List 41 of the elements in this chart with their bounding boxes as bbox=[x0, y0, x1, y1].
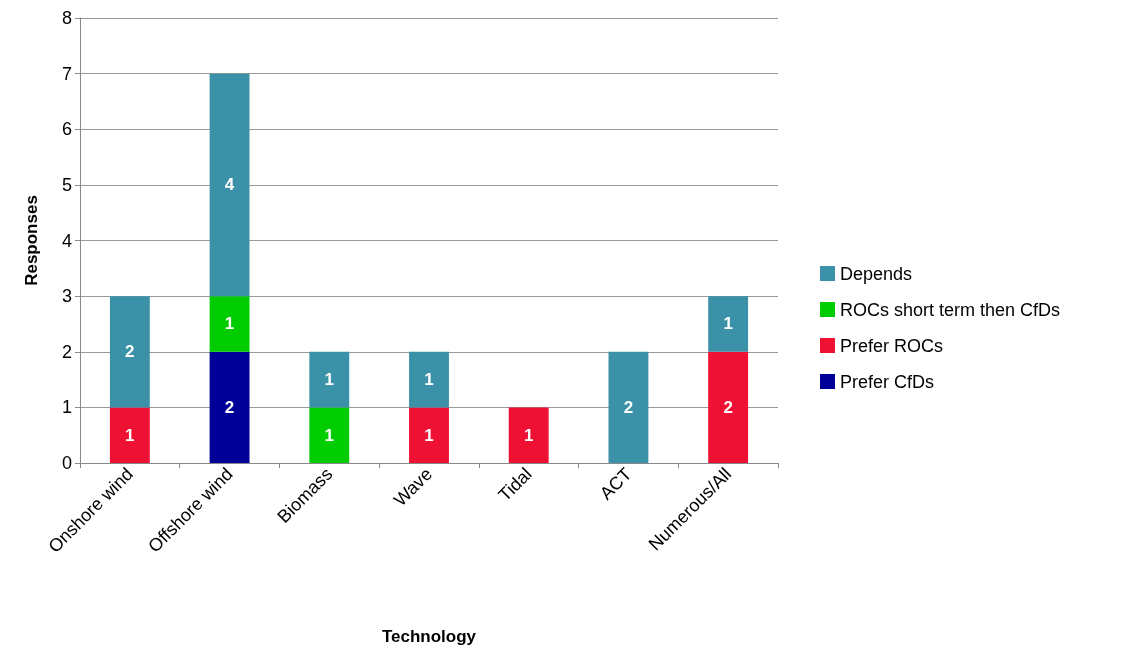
legend-label: ROCs short term then CfDs bbox=[840, 299, 1061, 320]
data-label: 1 bbox=[424, 370, 434, 390]
y-tick-label: 2 bbox=[61, 341, 72, 362]
bar bbox=[209, 351, 250, 463]
y-tick-label: 7 bbox=[61, 63, 72, 84]
bar bbox=[309, 407, 350, 463]
y-tick-label: 0 bbox=[61, 453, 72, 473]
data-label: 1 bbox=[224, 314, 235, 334]
y-axis-title: Responses bbox=[22, 195, 41, 286]
data-label: 1 bbox=[523, 425, 534, 445]
bar bbox=[708, 351, 749, 463]
bar bbox=[608, 351, 649, 463]
bar bbox=[109, 407, 150, 463]
data-label: 1 bbox=[424, 425, 434, 445]
legend-label: Prefer ROCs bbox=[840, 335, 944, 356]
data-label: 2 bbox=[723, 397, 733, 417]
data-label: 2 bbox=[125, 342, 135, 362]
bar bbox=[309, 351, 350, 408]
data-label: 1 bbox=[723, 314, 733, 334]
data-label: 1 bbox=[125, 425, 135, 445]
bar bbox=[508, 407, 549, 463]
y-tick-label: 3 bbox=[61, 286, 72, 307]
bar bbox=[409, 351, 449, 408]
y-tick-label: 8 bbox=[61, 8, 72, 28]
y-tick-label: 4 bbox=[61, 230, 72, 251]
legend-label: Depends bbox=[840, 263, 913, 284]
bar bbox=[708, 296, 749, 352]
y-tick-label: 1 bbox=[61, 397, 72, 418]
data-label: 2 bbox=[623, 397, 634, 417]
legend-label: Prefer CfDs bbox=[840, 371, 935, 392]
data-label: 2 bbox=[224, 397, 235, 417]
data-label: 1 bbox=[324, 370, 335, 390]
data-label: 1 bbox=[324, 425, 335, 445]
y-tick-label: 5 bbox=[61, 174, 72, 195]
data-label: 4 bbox=[224, 175, 235, 195]
y-tick-label: 6 bbox=[61, 119, 72, 140]
x-axis-title: Technology bbox=[381, 627, 477, 646]
bar bbox=[209, 73, 250, 297]
bar bbox=[409, 407, 449, 463]
bar bbox=[209, 296, 250, 352]
bar bbox=[109, 296, 150, 408]
